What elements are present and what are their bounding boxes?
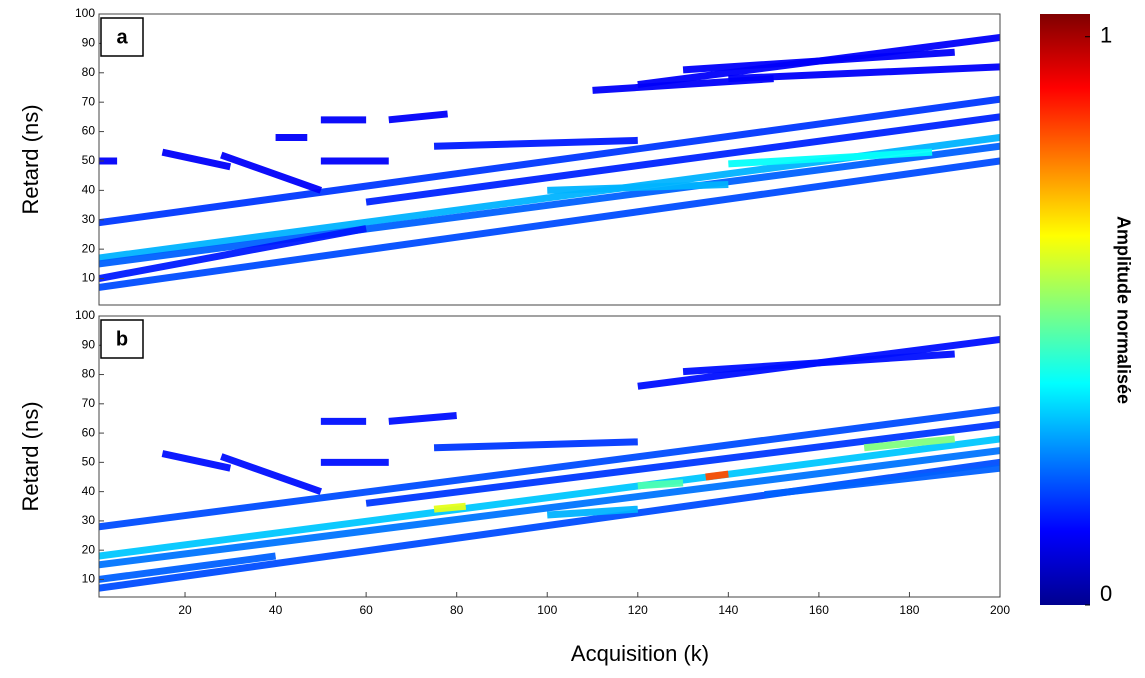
panel-label-box [100,319,144,359]
colorbar-tick-label: 0 [1100,581,1112,606]
streak [99,225,367,282]
streak [433,438,638,452]
y-axis-label: Retard (ns) [18,401,43,511]
streak [99,447,1000,569]
plot-area [99,335,1000,592]
y-tick-label: 20 [82,241,96,255]
y-tick-label: 40 [82,183,96,197]
streak [682,350,955,376]
y-tick-label: 100 [75,308,95,322]
streak [161,148,232,171]
x-tick-label: 140 [718,603,738,617]
y-tick-label: 90 [82,36,96,50]
plot-frame [98,13,1001,306]
streak [592,75,774,94]
x-axis-label: Acquisition (k) [571,641,709,666]
panel-label: a [116,26,128,48]
streak [637,479,684,490]
y-tick-label: 50 [82,153,96,167]
streak [161,450,232,472]
y-tick-label: 10 [82,572,96,586]
streak [99,142,1000,268]
y-tick-label: 70 [82,94,96,108]
x-tick-label: 180 [899,603,919,617]
y-tick-label: 20 [82,542,96,556]
streak [388,110,448,124]
y-tick-label: 80 [82,367,96,381]
streak [863,435,956,452]
colorbar [1040,14,1090,605]
streak [99,95,1000,227]
streak [433,136,638,150]
streak [547,505,639,519]
colorbar-label: Amplitude normalisée [1113,216,1133,404]
x-tick-label: 100 [537,603,557,617]
streak [728,63,1000,83]
streak [365,113,1000,206]
y-tick-label: 100 [75,6,95,20]
x-tick-label: 160 [809,603,829,617]
y-tick-label: 10 [82,271,96,285]
streak [433,502,467,513]
plot-area [99,34,1000,291]
streak [220,453,323,495]
y-tick-label: 40 [82,484,96,498]
streak [99,157,1000,291]
plot-frame [98,315,1001,598]
streak [99,435,1000,560]
streak [365,420,1000,507]
streak [99,406,1000,531]
streak [99,552,277,583]
colorbar-tick-label: 1 [1100,23,1112,48]
streak [728,148,933,168]
streak [682,48,955,74]
panel-label: b [116,328,128,350]
y-tick-label: 30 [82,513,96,527]
streak [388,412,457,425]
y-tick-label: 90 [82,337,96,351]
y-tick-label: 50 [82,455,96,469]
x-tick-label: 60 [359,603,373,617]
y-tick-label: 30 [82,212,96,226]
panel-label-box [100,17,144,57]
y-tick-label: 80 [82,65,96,79]
x-tick-label: 120 [628,603,648,617]
x-tick-label: 80 [450,603,464,617]
streak [547,180,729,194]
y-axis-label: Retard (ns) [18,104,43,214]
streak [220,151,323,194]
x-tick-label: 200 [990,603,1010,617]
streak [764,464,1000,499]
y-tick-label: 60 [82,425,96,439]
y-tick-label: 60 [82,124,96,138]
x-tick-label: 20 [178,603,192,617]
x-tick-label: 40 [269,603,283,617]
y-tick-label: 70 [82,396,96,410]
streak [705,470,729,481]
